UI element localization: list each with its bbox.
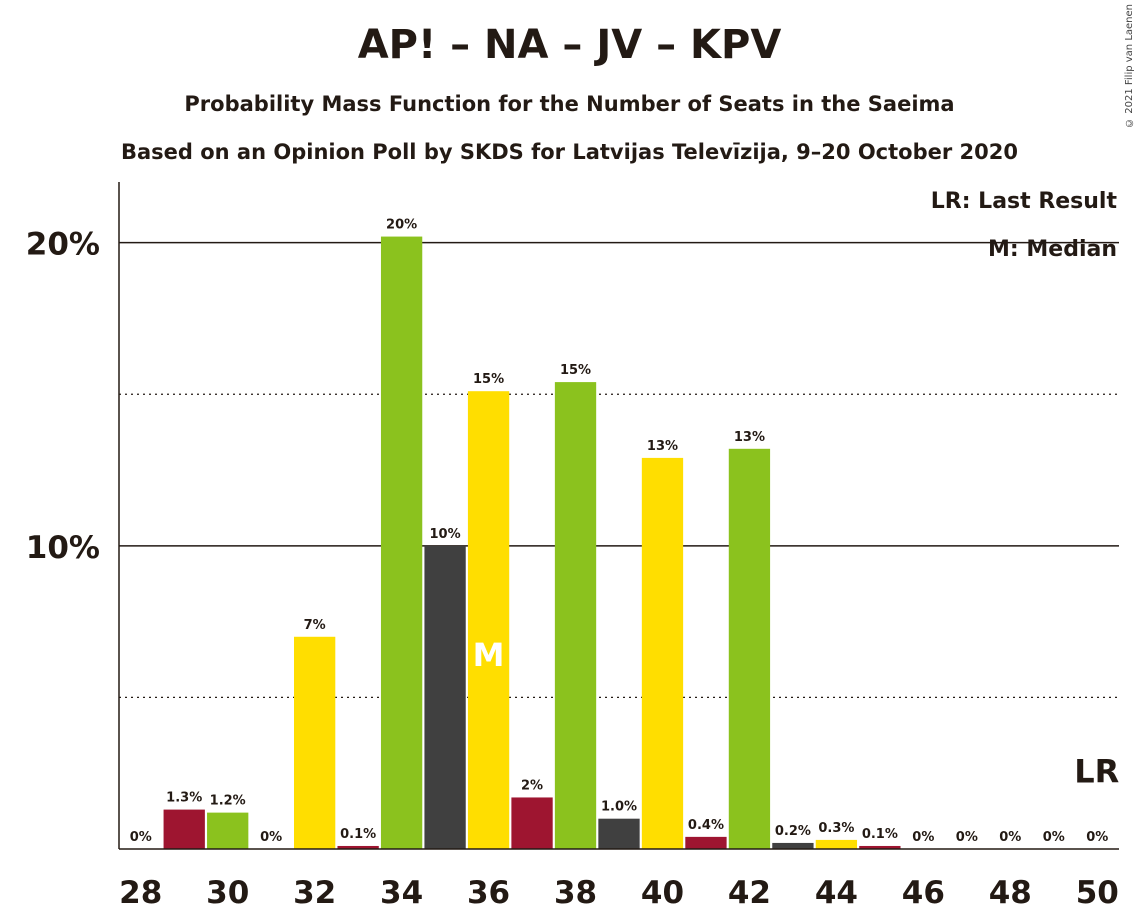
legend-median: M: Median [988, 237, 1117, 262]
x-tick-40: 40 [641, 875, 684, 911]
x-tick-48: 48 [989, 875, 1032, 911]
bars: M [163, 236, 901, 849]
data-label-42: 13% [734, 430, 765, 445]
x-tick-30: 30 [206, 875, 249, 911]
x-tick-28: 28 [119, 875, 162, 911]
x-tick-34: 34 [380, 875, 423, 911]
median-marker: M [473, 636, 505, 674]
last-result-marker: LR [1074, 752, 1119, 790]
legend-last-result: LR: Last Result [931, 189, 1118, 214]
x-tick-50: 50 [1076, 875, 1119, 911]
bar-36 [467, 391, 510, 849]
data-label-40: 13% [647, 439, 678, 454]
data-label-47: 0% [956, 830, 978, 845]
data-label-44: 0.3% [818, 821, 854, 836]
data-label-46: 0% [912, 830, 934, 845]
gridlines [119, 241, 1119, 699]
bar-44 [815, 839, 858, 849]
bar-38 [554, 382, 597, 849]
bar-33 [337, 845, 379, 849]
bar-42 [728, 448, 771, 849]
data-label-32: 7% [304, 618, 326, 633]
bar-35 [424, 545, 466, 849]
bar-37 [511, 797, 553, 849]
bar-30 [207, 812, 249, 849]
bar-40 [641, 457, 684, 849]
x-tick-44: 44 [815, 875, 858, 911]
x-tick-42: 42 [728, 875, 771, 911]
data-labels: 0% 1.3% 1.2% 0% 7% 0.1% 20% 10% 15% 2% 15% 1.0% 13% 0… [130, 218, 1109, 845]
bar-34 [380, 236, 423, 849]
data-label-49: 0% [1043, 830, 1065, 845]
data-label-34: 20% [386, 218, 417, 233]
data-label-36: 15% [473, 372, 504, 387]
data-label-48: 0% [999, 830, 1021, 845]
data-label-28: 0% [130, 830, 152, 845]
x-tick-46: 46 [902, 875, 945, 911]
data-label-37: 2% [521, 778, 543, 793]
data-label-39: 1.0% [601, 800, 637, 815]
bar-43 [772, 842, 814, 849]
bar-41 [685, 836, 727, 849]
x-tick-36: 36 [467, 875, 510, 911]
data-label-38: 15% [560, 363, 591, 378]
data-label-35: 10% [430, 527, 461, 542]
bar-29 [163, 809, 205, 849]
x-tick-32: 32 [293, 875, 336, 911]
data-label-33: 0.1% [340, 827, 376, 842]
y-tick-20: 20% [26, 227, 100, 263]
data-label-41: 0.4% [688, 818, 724, 833]
data-label-30: 1.2% [210, 794, 246, 809]
y-ticks: 10% 20% [26, 227, 100, 566]
x-ticks: 28 30 32 34 36 38 40 42 44 46 48 50 [119, 875, 1119, 911]
bar-45 [859, 845, 901, 849]
chart-title: AP! – NA – JV – KPV [357, 22, 782, 68]
x-tick-38: 38 [554, 875, 597, 911]
data-label-29: 1.3% [166, 791, 202, 806]
chart-source: Based on an Opinion Poll by SKDS for Lat… [120, 140, 1018, 164]
chart-subtitle: Probability Mass Function for the Number… [184, 92, 955, 116]
data-label-31: 0% [260, 830, 282, 845]
y-tick-10: 10% [26, 530, 100, 566]
bar-32 [294, 636, 336, 849]
bar-39 [598, 818, 640, 849]
data-label-45: 0.1% [862, 827, 898, 842]
data-label-50: 0% [1086, 830, 1108, 845]
data-label-43: 0.2% [775, 824, 811, 839]
